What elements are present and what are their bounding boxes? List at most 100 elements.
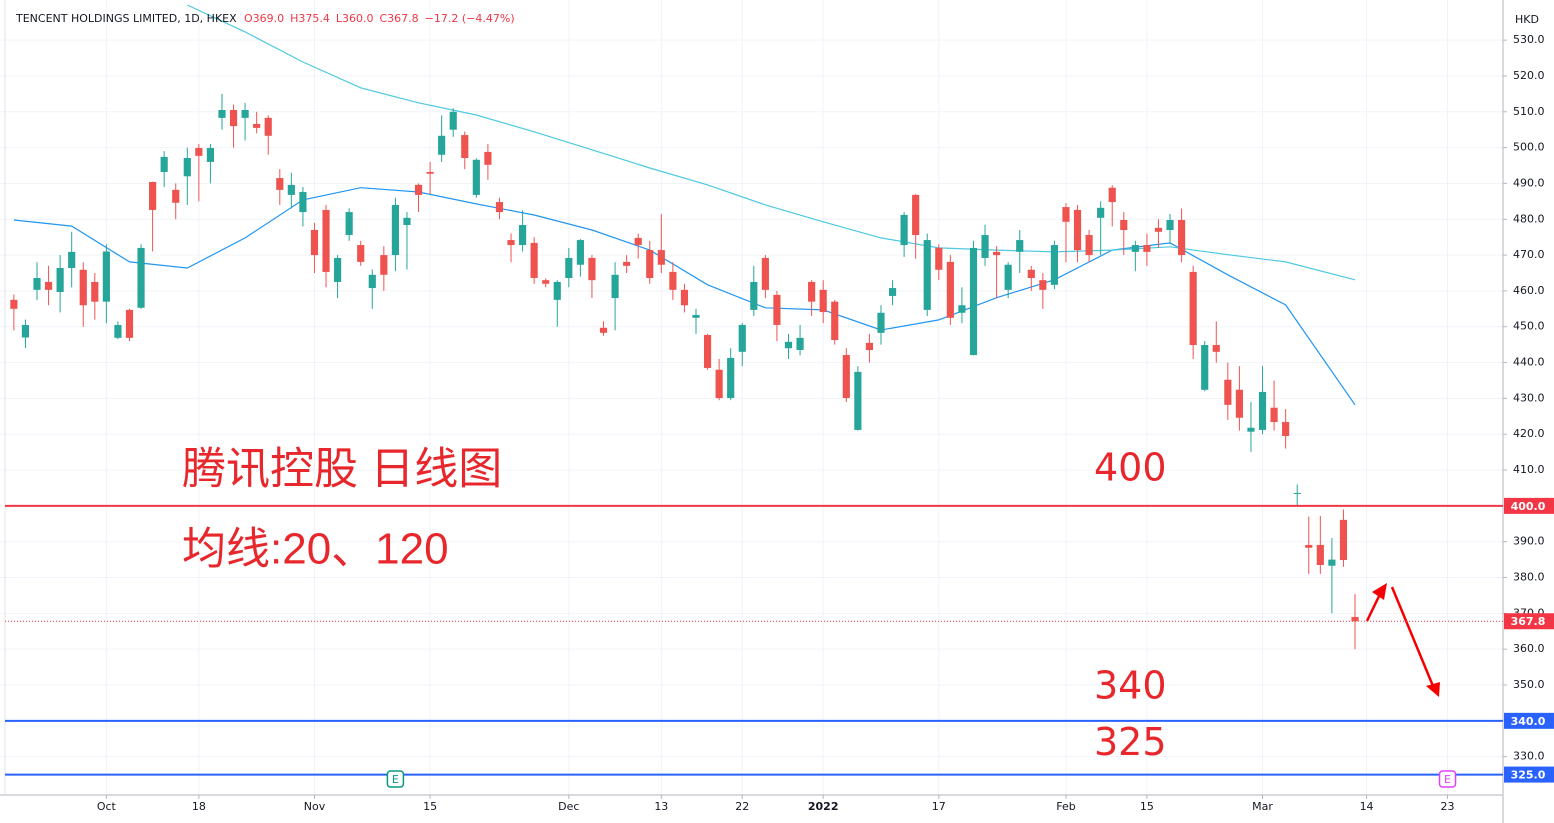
arrows [1365,583,1440,697]
candle-body [727,357,735,399]
candle-body [218,109,226,118]
candle-body [842,355,850,399]
candle-body [1039,280,1047,290]
candle-body [345,212,353,236]
last-price-box [1504,613,1554,630]
candle-body [1224,379,1232,405]
candle-body [276,178,284,190]
candle-body [44,281,53,290]
candle-body [125,309,134,338]
candle-body [808,281,816,302]
candle-body [368,274,376,289]
candle-body [599,327,608,333]
candle-body [981,235,989,258]
y-tick-label: 460.0 [1513,284,1545,297]
x-tick-label: 15 [1140,800,1154,813]
candle-body [623,261,631,266]
candle-body [1097,207,1105,218]
x-tick-label: Oct [97,800,117,813]
x-tick-label: 23 [1441,800,1455,813]
candle-body [1235,389,1243,418]
candle-body [969,247,978,356]
annotation-title: 腾讯控股 日线图 [182,445,502,494]
candle-body [160,156,168,172]
y-tick-label: 330.0 [1513,750,1545,763]
candle-body [715,369,723,399]
y-tick-label: 350.0 [1513,678,1545,691]
level-note: 340 [1094,663,1167,707]
candle-body [495,202,504,213]
event-label: E [392,773,399,786]
candle-body [761,257,769,290]
annotation-ma: 均线:20、120 [182,525,449,574]
y-tick-label: 380.0 [1513,571,1545,584]
candle-body [900,214,908,246]
x-tick-label: 18 [192,800,206,813]
grid [0,0,1503,795]
candle-body [912,194,920,236]
x-tick-label: 2022 [808,800,839,813]
x-tick-label: Nov [304,800,326,813]
x-tick-label: 17 [932,800,946,813]
candle-body [1062,207,1070,222]
currency: HKD [1515,13,1539,26]
plot [10,4,1359,650]
candle-body [796,337,804,351]
candle-body [946,261,954,318]
candle-body [1293,492,1301,494]
candle-body [854,371,862,430]
candle-body [1201,345,1209,390]
candle-body [518,224,527,246]
candle-body [1351,616,1359,622]
header: TENCENT HOLDINGS LIMITED, 1D, HKEX O369.0… [15,12,515,25]
event-label: E [1444,773,1451,786]
event-marker [1438,770,1457,788]
candle-body [56,267,64,292]
candle-body [1108,187,1116,203]
level-label-box [1504,766,1554,783]
candle-body [1270,407,1278,423]
x-tick-label: 22 [735,800,749,813]
arrow-up-head [1372,583,1387,600]
candle-body [322,209,330,272]
candle-body [1085,235,1093,256]
y-tick-label: 510.0 [1513,105,1545,118]
candle-body [1154,227,1163,232]
candle-body [1339,519,1348,560]
change-value: −17.2 (−4.47%) [425,12,515,25]
x-tick-label: 15 [423,800,437,813]
y-tick-label: 520.0 [1513,69,1545,82]
candle-body [935,247,943,270]
candle-body [114,324,122,338]
y-tick-label: 500.0 [1513,141,1545,154]
candle-body [1258,391,1267,430]
candle-body [784,341,793,349]
candle-body [391,204,399,256]
level-label-box [1504,497,1554,514]
symbol: TENCENT HOLDINGS LIMITED, 1D, HKEX [15,12,237,25]
candle-body [357,245,365,262]
open-value: O369.0 [244,12,284,25]
y-tick-label: 440.0 [1513,356,1545,369]
candle-body [472,159,480,195]
x-tick-label: 13 [654,800,668,813]
y-tick-label: 480.0 [1513,212,1545,225]
candle-body [958,305,966,313]
candle-body [1305,544,1313,548]
candle-body [426,171,434,174]
candle-body [414,184,423,195]
x-tick-label: Feb [1056,800,1075,813]
candle-body [923,240,931,310]
candle-body [10,299,18,309]
candle-body [1166,219,1174,231]
candle-body [993,251,1001,256]
candle-body [1027,269,1035,279]
level-note: 325 [1094,720,1167,764]
candle-body [68,251,76,268]
candle-body [553,281,561,300]
candle-body [403,217,411,225]
candle-body [703,334,712,368]
y-tick-label: 490.0 [1513,176,1545,189]
